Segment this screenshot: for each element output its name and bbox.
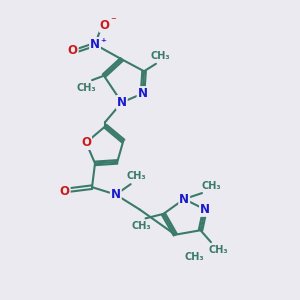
Text: CH₃: CH₃ <box>208 244 228 255</box>
Text: CH₃: CH₃ <box>131 221 151 231</box>
Text: N: N <box>179 193 189 206</box>
Text: N: N <box>111 188 121 201</box>
Text: O: O <box>60 185 70 198</box>
Text: ⁺: ⁺ <box>100 38 106 48</box>
Text: CH₃: CH₃ <box>127 171 146 181</box>
Text: ⁻: ⁻ <box>110 16 116 27</box>
Text: O: O <box>68 44 78 57</box>
Text: O: O <box>81 136 91 149</box>
Text: O: O <box>100 19 110 32</box>
Text: N: N <box>200 203 210 216</box>
Text: CH₃: CH₃ <box>76 82 96 93</box>
Text: CH₃: CH₃ <box>201 181 221 191</box>
Text: N: N <box>117 96 127 109</box>
Text: N: N <box>138 87 148 100</box>
Text: CH₃: CH₃ <box>185 252 204 262</box>
Text: N: N <box>90 38 100 51</box>
Text: CH₃: CH₃ <box>151 51 170 62</box>
